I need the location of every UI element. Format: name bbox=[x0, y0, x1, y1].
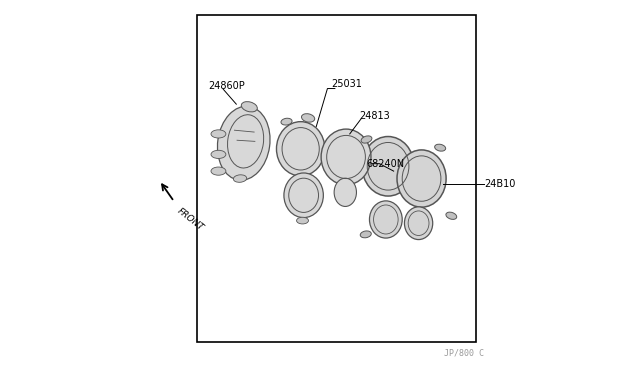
Ellipse shape bbox=[404, 207, 433, 240]
Ellipse shape bbox=[241, 102, 257, 112]
Ellipse shape bbox=[301, 114, 315, 122]
Ellipse shape bbox=[361, 136, 372, 143]
Bar bbox=[197, 15, 476, 342]
Ellipse shape bbox=[218, 106, 270, 180]
Ellipse shape bbox=[211, 150, 226, 158]
Ellipse shape bbox=[234, 175, 246, 182]
Ellipse shape bbox=[211, 130, 226, 138]
Ellipse shape bbox=[446, 212, 457, 219]
Ellipse shape bbox=[284, 173, 323, 218]
Ellipse shape bbox=[397, 150, 446, 207]
Ellipse shape bbox=[296, 217, 308, 224]
Ellipse shape bbox=[211, 167, 226, 175]
Text: 24B10: 24B10 bbox=[484, 179, 516, 189]
Text: 24860P: 24860P bbox=[209, 81, 245, 91]
Text: 24813: 24813 bbox=[359, 111, 390, 121]
Ellipse shape bbox=[281, 118, 292, 125]
Text: FRONT: FRONT bbox=[175, 206, 205, 232]
Text: JP/800 C: JP/800 C bbox=[444, 348, 484, 357]
Ellipse shape bbox=[435, 144, 445, 151]
Text: 25031: 25031 bbox=[331, 79, 362, 89]
Ellipse shape bbox=[334, 178, 356, 206]
Ellipse shape bbox=[362, 137, 414, 196]
Ellipse shape bbox=[276, 122, 325, 176]
Text: 68240N: 68240N bbox=[367, 159, 404, 169]
Ellipse shape bbox=[321, 129, 371, 185]
Ellipse shape bbox=[360, 231, 371, 238]
Ellipse shape bbox=[369, 201, 402, 238]
